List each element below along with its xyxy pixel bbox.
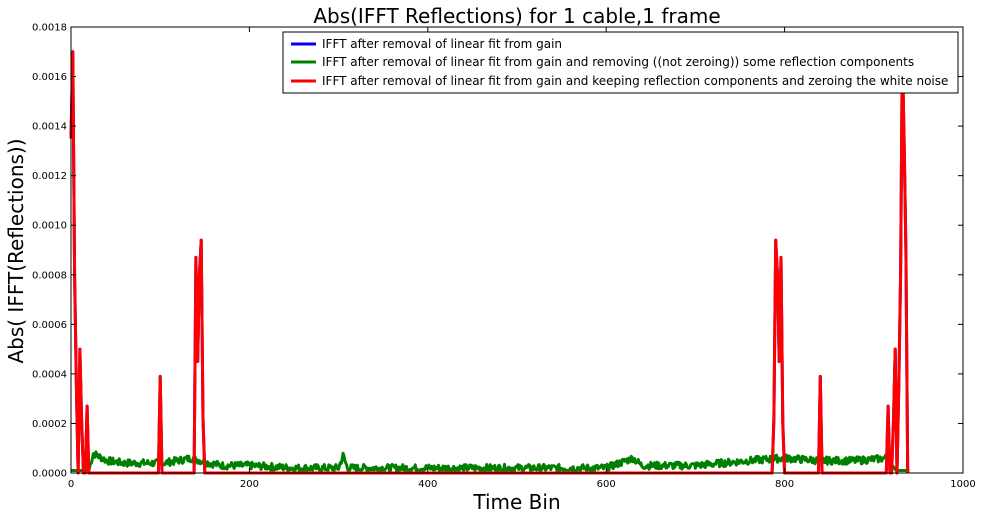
y-tick-label: 0.0006 bbox=[32, 320, 67, 331]
chart-title: Abs(IFFT Reflections) for 1 cable,1 fram… bbox=[313, 4, 720, 28]
y-tick-label: 0.0010 bbox=[32, 221, 67, 232]
y-tick-label: 0.0014 bbox=[32, 122, 67, 133]
y-tick-label: 0.0000 bbox=[32, 469, 67, 480]
y-axis-label: Abs( IFFT(Reflections)) bbox=[4, 138, 28, 363]
plot-area-frame bbox=[70, 26, 964, 474]
legend-box bbox=[282, 31, 959, 94]
x-tick-label: 800 bbox=[775, 479, 794, 490]
legend: IFFT after removal of linear fit from ga… bbox=[282, 31, 959, 94]
y-tick-label: 0.0002 bbox=[32, 419, 67, 430]
y-tick-label: 0.0018 bbox=[32, 23, 67, 34]
axis-ticks: 0 200 400 600 800 1000 0.0000 0.0002 0.0004 0.000… bbox=[32, 23, 976, 491]
y-tick-label: 0.0008 bbox=[32, 270, 67, 281]
legend-entry-2: IFFT after removal of linear fit from ga… bbox=[322, 55, 914, 69]
series-line-2 bbox=[70, 450, 911, 474]
x-tick-label: 400 bbox=[418, 479, 437, 490]
y-tick-label: 0.0016 bbox=[32, 72, 67, 83]
x-tick-label: 1000 bbox=[950, 479, 975, 490]
y-tick-label: 0.0012 bbox=[32, 171, 67, 182]
x-tick-label: 0 bbox=[68, 479, 74, 490]
legend-entry-3: IFFT after removal of linear fit from ga… bbox=[322, 74, 948, 88]
x-tick-label: 600 bbox=[597, 479, 616, 490]
x-axis-label: Time Bin bbox=[472, 490, 560, 514]
y-tick-label: 0.0004 bbox=[32, 369, 67, 380]
legend-entry-1: IFFT after removal of linear fit from ga… bbox=[322, 37, 562, 51]
x-tick-label: 200 bbox=[240, 479, 259, 490]
